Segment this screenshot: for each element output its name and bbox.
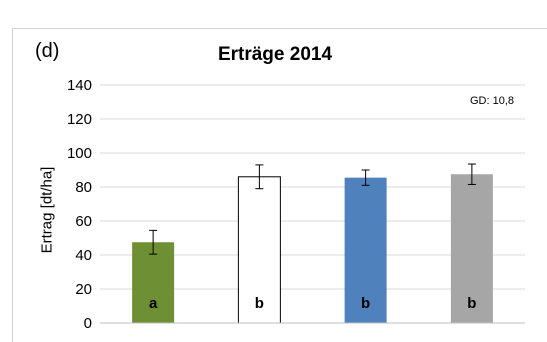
chart-frame xyxy=(12,28,547,342)
y-tick-label-40: 40 xyxy=(75,247,92,264)
gd-note: GD: 10,8 xyxy=(470,95,515,107)
y-tick-label-120: 120 xyxy=(67,111,92,128)
y-tick-label-140: 140 xyxy=(67,77,92,94)
y-tick-label-80: 80 xyxy=(75,179,92,196)
y-tick-label-0: 0 xyxy=(84,315,92,332)
error-bar-layer xyxy=(149,163,476,255)
significance-letter-3: b xyxy=(361,295,370,312)
bar-layer xyxy=(132,174,493,324)
significance-letter-2: b xyxy=(255,295,264,312)
bar-2 xyxy=(237,176,281,324)
bar-3 xyxy=(344,177,387,323)
y-tick-layer: 0 20 40 60 80 100 120 140 xyxy=(67,77,92,332)
y-tick-label-20: 20 xyxy=(75,281,92,298)
bar-4 xyxy=(450,174,493,323)
significance-letter-4: b xyxy=(467,295,476,312)
panel-label: (d) xyxy=(35,40,60,62)
bar-1 xyxy=(132,242,175,323)
chart-title: Erträge 2014 xyxy=(217,44,333,65)
y-tick-label-100: 100 xyxy=(67,145,92,162)
significance-letter-1: a xyxy=(149,295,158,312)
y-tick-label-60: 60 xyxy=(75,213,92,230)
